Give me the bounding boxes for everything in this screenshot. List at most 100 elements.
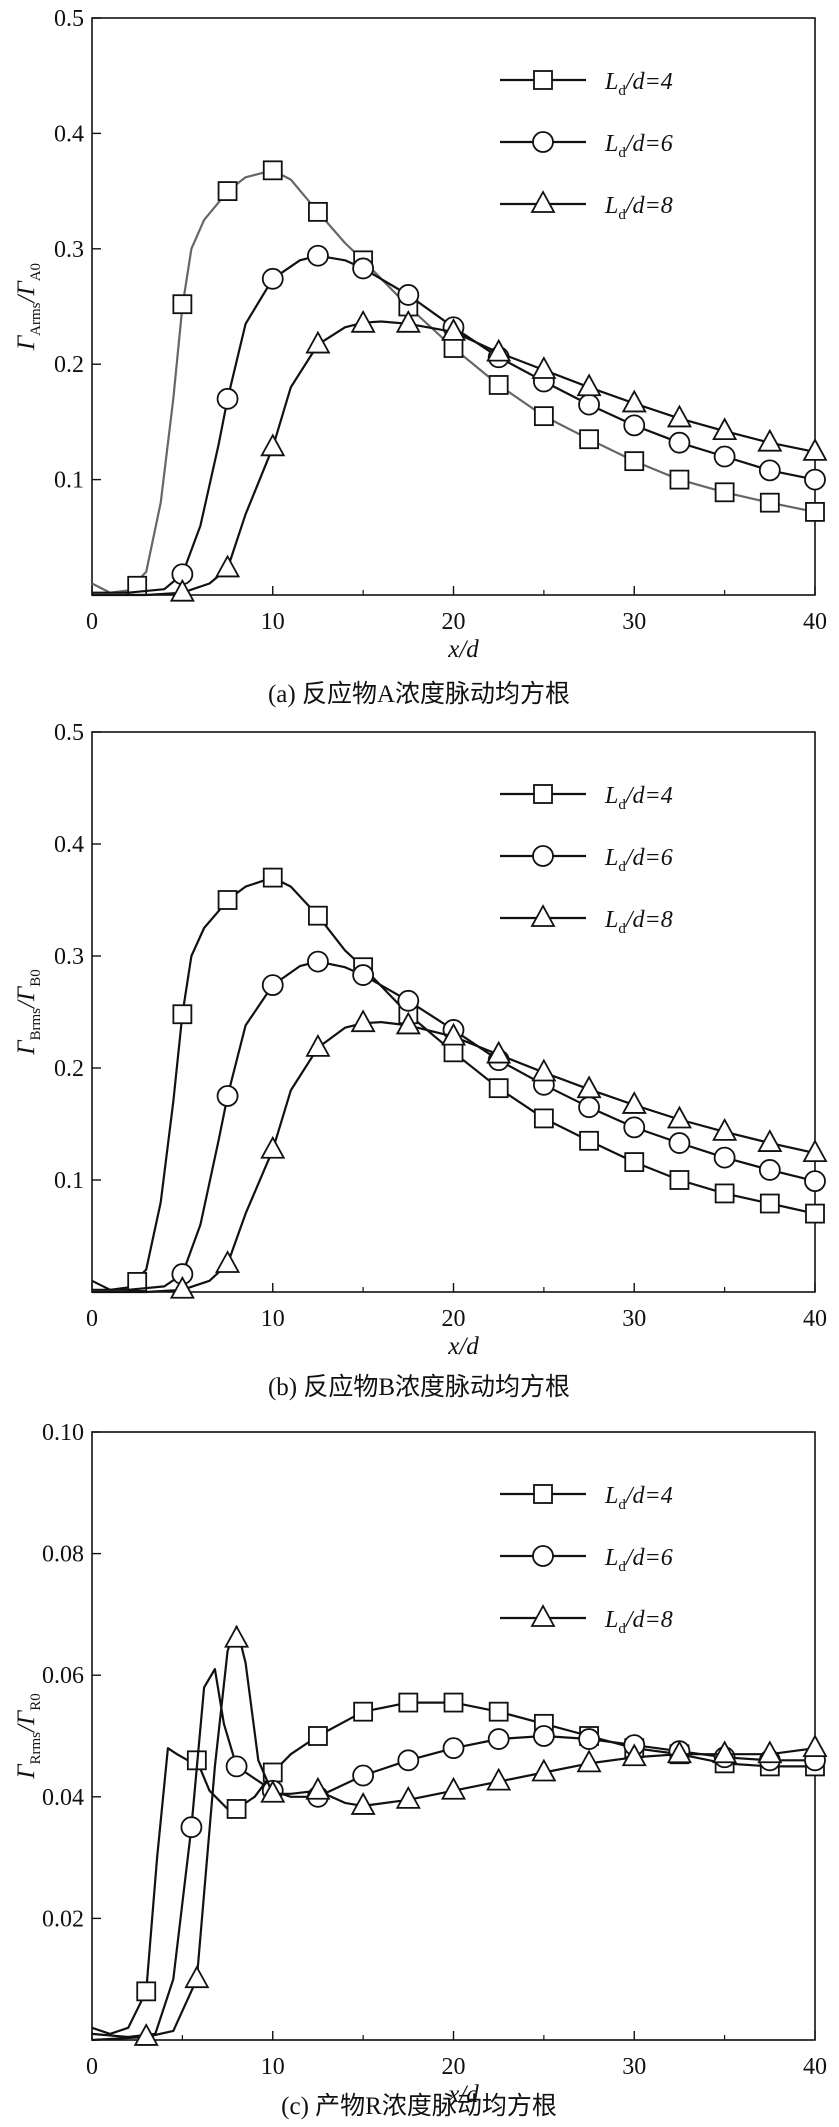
legend-marker xyxy=(532,1545,554,1567)
data-point xyxy=(805,502,825,522)
data-point xyxy=(172,1004,193,1025)
x-tick-label: 30 xyxy=(622,1306,646,1332)
data-point xyxy=(802,1734,828,1758)
x-tick-label: 0 xyxy=(86,609,98,635)
data-point xyxy=(262,160,283,181)
legend-entry: Ld/d=6 xyxy=(500,845,673,875)
data-point xyxy=(397,989,420,1012)
data-point xyxy=(533,1108,554,1129)
legend-entry: Ld/d=4 xyxy=(500,69,673,99)
x-tick-label: 40 xyxy=(803,609,827,635)
y-tick-label: 0.4 xyxy=(54,832,84,858)
legend-label: Ld/d=4 xyxy=(604,69,673,99)
x-axis-label: x/d xyxy=(447,1333,479,1360)
data-point xyxy=(759,1193,780,1214)
x-tick-label: 10 xyxy=(261,2054,285,2080)
data-point xyxy=(307,244,329,267)
data-point xyxy=(215,1250,241,1273)
series-square xyxy=(91,160,825,596)
data-point xyxy=(216,387,239,410)
data-point xyxy=(713,1146,736,1169)
data-point xyxy=(668,431,691,454)
y-tick-label: 0.06 xyxy=(42,1663,84,1689)
legend-marker xyxy=(530,1604,556,1627)
x-tick-label: 10 xyxy=(261,1306,285,1332)
y-tick-label: 0.04 xyxy=(42,1785,84,1811)
data-point xyxy=(217,181,238,202)
data-point xyxy=(440,318,467,341)
x-tick-label: 10 xyxy=(261,609,285,635)
data-point xyxy=(757,1740,783,1764)
data-point xyxy=(488,1078,509,1099)
legend-marker xyxy=(530,904,556,927)
series-line xyxy=(92,254,816,594)
data-point xyxy=(488,375,509,395)
x-tick-label: 40 xyxy=(803,1306,827,1332)
figure-caption: (b) 反应物B浓度脉动均方根 xyxy=(268,1373,570,1401)
data-point xyxy=(712,1117,738,1141)
y-tick-label: 0.02 xyxy=(42,1906,84,1932)
y-tick-label: 0.1 xyxy=(54,1168,84,1194)
x-tick-label: 30 xyxy=(622,609,646,635)
series-line xyxy=(92,1021,816,1294)
x-tick-label: 0 xyxy=(86,1306,98,1332)
series-triangle xyxy=(91,1624,828,2046)
data-point xyxy=(260,433,286,457)
data-point xyxy=(308,905,328,926)
data-point xyxy=(169,1275,195,1299)
series-line xyxy=(91,1625,816,2042)
legend-entry: Ld/d=4 xyxy=(500,783,673,813)
legend-label: Ld/d=8 xyxy=(604,193,673,223)
data-point xyxy=(624,1152,645,1172)
legend-marker xyxy=(532,845,554,867)
data-point xyxy=(261,267,284,290)
data-point xyxy=(352,964,375,986)
data-point xyxy=(261,974,284,997)
data-point xyxy=(487,1728,510,1750)
data-point xyxy=(305,330,331,354)
data-point xyxy=(305,1033,331,1057)
y-tick-label: 0.08 xyxy=(42,1542,84,1568)
series-line xyxy=(91,169,816,594)
series-circle xyxy=(92,950,826,1291)
y-tick-label: 0.2 xyxy=(54,352,84,378)
data-point xyxy=(576,1075,602,1099)
series-line xyxy=(92,960,816,1291)
data-point xyxy=(759,492,780,513)
legend-label: Ld/d=8 xyxy=(604,1607,673,1637)
x-tick-label: 0 xyxy=(86,2054,98,2080)
data-point xyxy=(623,414,646,437)
data-point xyxy=(714,482,735,503)
data-point xyxy=(668,1132,691,1154)
data-point xyxy=(712,417,738,441)
chart-panel-1: 0 10 20 30 40 0.1 0.2 0.3 0.4 0.5 x/d ΓArms/ΓA0 Ld/d… xyxy=(13,6,828,708)
legend-label: Ld/d=6 xyxy=(604,131,673,161)
legend-label: Ld/d=4 xyxy=(604,1483,673,1513)
data-point xyxy=(531,1758,557,1782)
data-point xyxy=(757,1129,783,1152)
data-point xyxy=(307,950,329,973)
data-point xyxy=(802,1139,828,1163)
data-point xyxy=(305,1776,331,1800)
data-point xyxy=(260,1779,286,1803)
legend-marker xyxy=(533,1484,553,1504)
data-point xyxy=(397,284,420,306)
data-point xyxy=(352,257,375,280)
figure-caption: (a) 反应物A浓度脉动均方根 xyxy=(268,680,570,708)
x-axis-label: x/d xyxy=(447,2081,479,2108)
y-tick-label: 0.4 xyxy=(54,121,84,147)
legend-entry: Ld/d=4 xyxy=(500,1483,673,1513)
legend-marker xyxy=(532,131,554,153)
figure-caption: (c) 产物R浓度脉动均方根 xyxy=(281,2092,557,2120)
data-point xyxy=(624,451,645,472)
data-point xyxy=(486,1767,512,1791)
series-square xyxy=(91,867,825,1292)
legend-entry: Ld/d=8 xyxy=(500,1604,673,1637)
data-point xyxy=(440,1776,467,1800)
data-point xyxy=(669,1170,690,1190)
data-point xyxy=(180,1816,203,1839)
data-point xyxy=(224,1624,250,1648)
data-point xyxy=(442,1737,465,1760)
data-point xyxy=(184,1965,210,1989)
data-point xyxy=(533,406,554,427)
